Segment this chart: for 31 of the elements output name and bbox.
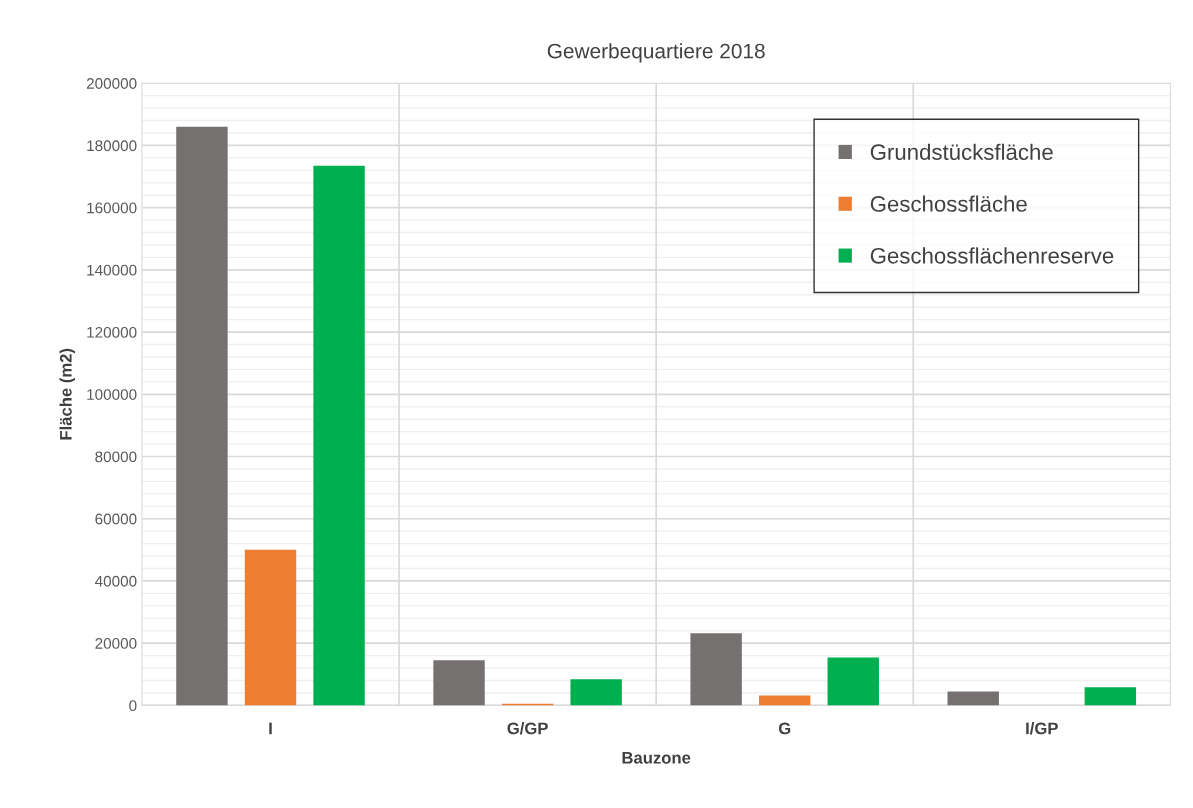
x-tick-label: G <box>778 722 791 735</box>
y-axis-title: Fläche (m2) <box>59 348 76 440</box>
x-tick-label: G/GP <box>507 722 548 735</box>
bar <box>433 660 485 706</box>
chart-title: Gewerbequartiere 2018 <box>547 43 765 63</box>
bar <box>1084 687 1137 706</box>
bar <box>176 126 228 706</box>
y-tick-label: 160000 <box>87 202 137 214</box>
bar <box>827 657 879 706</box>
y-tick-label: 140000 <box>87 264 137 276</box>
bar <box>570 679 622 706</box>
y-tick-label: 100000 <box>87 389 137 400</box>
y-tick-label: 0 <box>129 700 137 712</box>
y-tick-label: 60000 <box>95 513 137 525</box>
bar <box>690 633 742 706</box>
bar <box>758 695 811 706</box>
bar <box>313 165 365 706</box>
legend-label: Geschossflächenreserve <box>870 247 1114 264</box>
y-tick-label: 40000 <box>94 575 137 587</box>
x-axis-title: Bauzone <box>622 752 691 764</box>
y-tick-label: 120000 <box>87 326 137 338</box>
legend-label: Grundstücksfläche <box>870 143 1053 160</box>
bar <box>947 691 999 706</box>
y-tick-label: 20000 <box>95 638 137 649</box>
y-tick-label: 200000 <box>86 78 137 89</box>
x-tick-label: I/GP <box>1026 722 1058 735</box>
bar <box>244 549 297 706</box>
legend-label: Geschossfläche <box>870 195 1027 212</box>
x-tick-label: I <box>269 722 272 735</box>
y-tick-label: 180000 <box>87 140 137 152</box>
y-tick-label: 80000 <box>95 451 137 463</box>
